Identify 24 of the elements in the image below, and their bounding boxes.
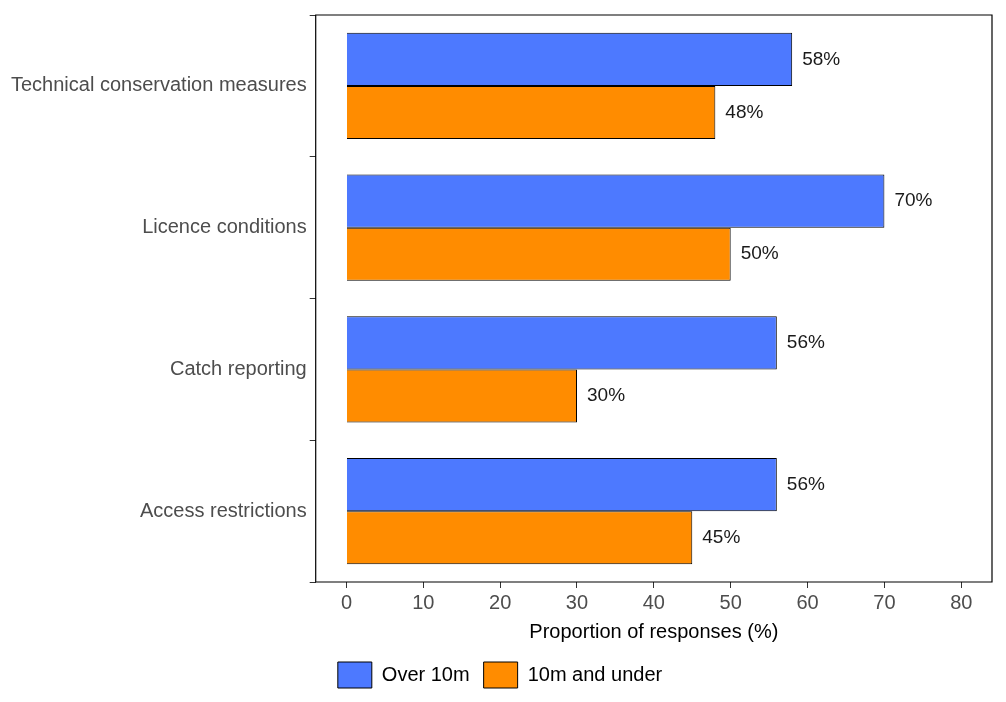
x-tick-label: 0 bbox=[340, 590, 353, 613]
x-tick-label: 80 bbox=[950, 590, 973, 613]
data-label: 45% bbox=[702, 525, 741, 547]
data-label: 48% bbox=[725, 100, 764, 122]
data-label: 58% bbox=[802, 47, 841, 69]
y-tick-label: Licence conditions bbox=[142, 215, 307, 238]
x-tick-label: 50 bbox=[719, 590, 742, 613]
legend-label: Over 10m bbox=[381, 662, 470, 685]
data-label: 30% bbox=[587, 384, 626, 406]
x-tick-label: 40 bbox=[642, 590, 665, 613]
x-tick-label: 60 bbox=[796, 590, 819, 613]
x-tick-label: 70 bbox=[873, 590, 896, 613]
y-tick-label: Technical conservation measures bbox=[11, 73, 307, 96]
data-label: 56% bbox=[786, 331, 825, 353]
data-label: 56% bbox=[786, 472, 825, 494]
x-tick-label: 10 bbox=[412, 590, 435, 613]
y-tick-label: Catch reporting bbox=[169, 356, 307, 379]
data-label: 70% bbox=[894, 189, 933, 211]
data-label: 50% bbox=[740, 242, 779, 264]
x-tick-label: 30 bbox=[565, 590, 589, 613]
x-axis-title: Proportion of responses (%) bbox=[529, 619, 779, 642]
y-tick-label: Access restrictions bbox=[139, 498, 307, 521]
x-tick-label: 20 bbox=[489, 590, 512, 613]
legend-label: 10m and under bbox=[527, 662, 663, 685]
